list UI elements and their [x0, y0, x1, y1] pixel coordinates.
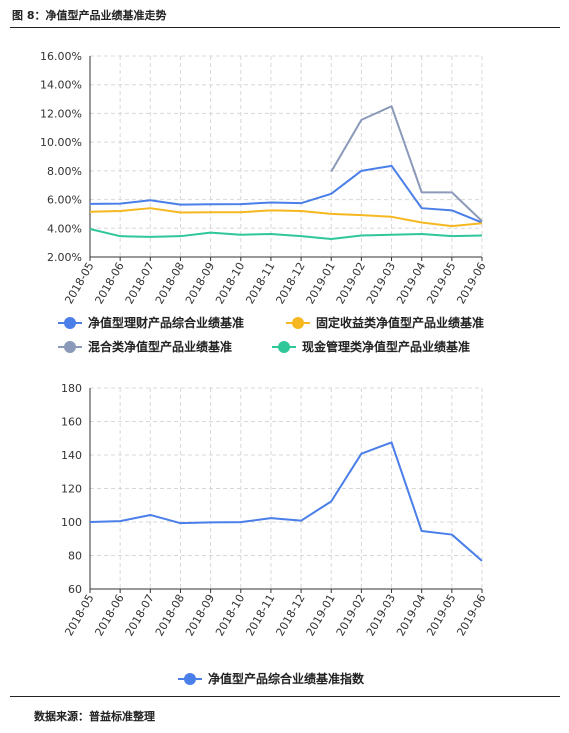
- y-tick-label: 80: [68, 550, 82, 563]
- legend-label: 混合类净值型产品业绩基准: [88, 339, 232, 354]
- figure-title: 图 8：净值型产品业绩基准走势: [12, 9, 167, 22]
- y-tick-label: 140: [61, 449, 82, 462]
- series-line-2: [330, 105, 483, 222]
- y-tick-label: 60: [68, 583, 82, 596]
- x-tick-label: 2019-05: [424, 592, 458, 638]
- y-tick-label: 2.00%: [47, 251, 82, 264]
- source-note: 数据来源：普益标准整理: [34, 710, 155, 723]
- x-tick-label: 2019-01: [304, 592, 338, 638]
- legend-marker: [64, 341, 76, 353]
- y-tick-label: 12.00%: [40, 107, 82, 120]
- legend-label: 净值型产品综合业绩基准指数: [208, 671, 365, 686]
- series-line-0: [89, 441, 483, 562]
- legend-marker: [292, 317, 304, 329]
- top-rule: [10, 27, 560, 28]
- x-tick-label: 2018-07: [123, 592, 157, 638]
- legend-label: 固定收益类净值型产品业绩基准: [316, 315, 484, 330]
- x-tick-label: 2019-04: [394, 592, 428, 638]
- y-tick-label: 120: [61, 483, 82, 496]
- y-tick-label: 10.00%: [40, 136, 82, 149]
- x-tick-label: 2019-02: [334, 592, 368, 638]
- bottom-rule: [10, 696, 560, 697]
- x-tick-label: 2018-10: [213, 592, 247, 638]
- legend-marker: [278, 341, 290, 353]
- series-line-3: [89, 228, 483, 241]
- series-line-0: [89, 164, 483, 224]
- x-tick-label: 2018-09: [183, 592, 217, 638]
- x-tick-label: 2018-06: [93, 592, 127, 638]
- y-tick-label: 4.00%: [47, 222, 82, 235]
- y-tick-label: 16.00%: [40, 50, 82, 63]
- y-tick-label: 180: [61, 382, 82, 395]
- legend-marker: [64, 317, 76, 329]
- x-tick-label: 2019-03: [364, 592, 398, 638]
- x-tick-label: 2018-08: [153, 592, 187, 638]
- x-tick-label: 2019-06: [454, 592, 488, 638]
- x-tick-label: 2018-12: [273, 592, 307, 638]
- y-tick-label: 8.00%: [47, 165, 82, 178]
- legend-marker: [184, 673, 196, 685]
- y-tick-label: 100: [61, 516, 82, 529]
- legend-label: 净值型理财产品综合业绩基准: [88, 315, 244, 330]
- x-tick-label: 2018-05: [62, 592, 96, 638]
- y-tick-label: 160: [61, 416, 82, 429]
- legend-label: 现金管理类净值型产品业绩基准: [302, 339, 470, 354]
- y-tick-label: 14.00%: [40, 79, 82, 92]
- series-line-1: [89, 207, 483, 228]
- y-tick-label: 6.00%: [47, 194, 82, 207]
- x-tick-label: 2018-11: [243, 592, 277, 638]
